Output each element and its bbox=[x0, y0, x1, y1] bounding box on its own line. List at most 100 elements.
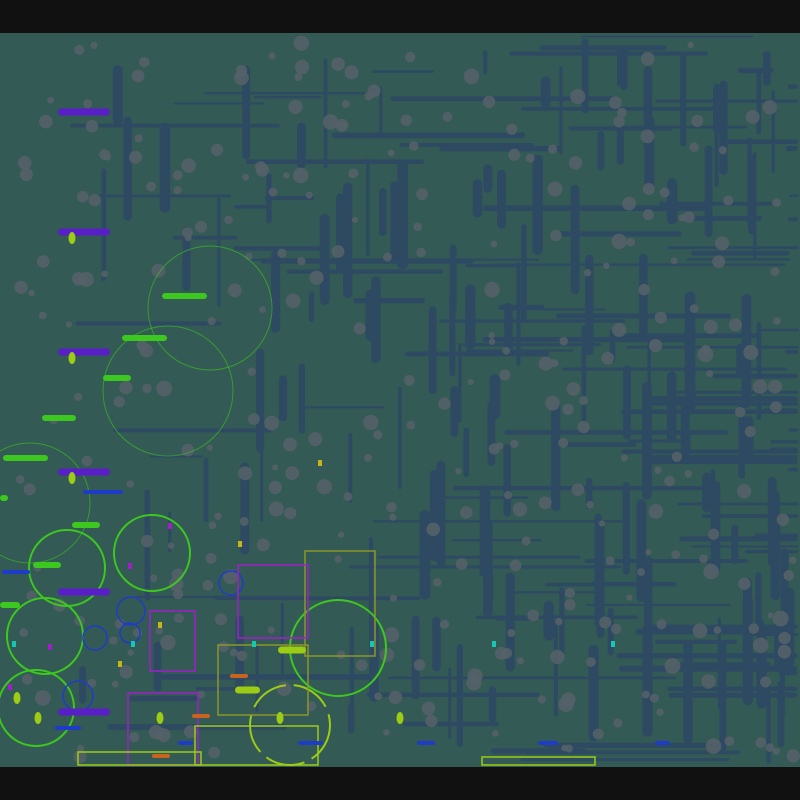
zone-rectangle bbox=[304, 550, 376, 657]
obstacle-dot bbox=[735, 406, 746, 418]
agent-streak bbox=[0, 495, 8, 501]
agent-streak bbox=[58, 468, 110, 476]
obstacle-dot bbox=[208, 746, 221, 759]
marker-dot bbox=[128, 563, 132, 569]
zone-circle-green bbox=[102, 325, 234, 457]
obstacle-dot bbox=[129, 732, 140, 743]
agent-streak bbox=[42, 415, 76, 421]
obstacle-dot bbox=[718, 146, 727, 155]
obstacle-dot bbox=[76, 190, 89, 203]
obstacle-dot bbox=[413, 222, 423, 232]
obstacle-dot bbox=[426, 522, 441, 537]
obstacle-dot bbox=[322, 114, 339, 130]
obstacle-dot bbox=[715, 236, 730, 251]
obstacle-dot bbox=[160, 634, 176, 651]
obstacle-dot bbox=[778, 631, 791, 645]
obstacle-dot bbox=[47, 96, 55, 104]
obstacle-dot bbox=[99, 149, 111, 161]
obstacle-dot bbox=[26, 590, 37, 601]
obstacle-dot bbox=[788, 556, 797, 564]
obstacle-dot bbox=[306, 701, 317, 712]
obstacle-dot bbox=[438, 397, 451, 410]
agent-blob bbox=[156, 712, 164, 724]
obstacle-dot bbox=[277, 248, 287, 258]
obstacle-dot bbox=[139, 56, 150, 68]
obstacle-dot bbox=[413, 659, 426, 671]
obstacle-dot bbox=[755, 737, 767, 748]
agent-streak bbox=[0, 602, 20, 608]
zone-circle-green bbox=[147, 245, 273, 371]
obstacle-dot bbox=[197, 690, 205, 699]
obstacle-dot bbox=[309, 270, 324, 285]
obstacle-dot bbox=[592, 728, 604, 740]
agent-streak bbox=[58, 588, 110, 596]
obstacle-dot bbox=[336, 650, 346, 660]
obstacle-dot bbox=[373, 430, 383, 440]
marker-dot bbox=[12, 641, 16, 647]
obstacle-dot bbox=[642, 209, 654, 221]
obstacle-dot bbox=[297, 256, 306, 266]
obstacle-dot bbox=[264, 415, 280, 431]
agent-blob bbox=[13, 692, 21, 704]
obstacle-dot bbox=[208, 521, 217, 530]
obstacle-dot bbox=[488, 332, 495, 339]
obstacle-dot bbox=[608, 96, 622, 110]
obstacle-dot bbox=[499, 369, 511, 381]
obstacle-dot bbox=[294, 59, 310, 75]
obstacle-dot bbox=[119, 380, 133, 395]
grid-lines-layer bbox=[70, 35, 799, 764]
zone-circle-green bbox=[0, 669, 75, 747]
obstacle-dot bbox=[409, 141, 419, 151]
obstacle-dot bbox=[386, 501, 397, 513]
obstacle-dot bbox=[638, 283, 650, 296]
obstacle-dot bbox=[140, 534, 154, 548]
obstacle-dot bbox=[745, 109, 760, 124]
obstacle-dot bbox=[550, 229, 562, 242]
obstacle-dot bbox=[599, 616, 612, 629]
obstacle-dot bbox=[19, 168, 33, 182]
obstacle-dot bbox=[416, 188, 428, 201]
obstacle-dot bbox=[206, 444, 213, 451]
obstacle-dot bbox=[405, 51, 416, 63]
obstacle-dot bbox=[538, 356, 553, 371]
obstacle-dot bbox=[786, 749, 800, 763]
obstacle-dot bbox=[689, 142, 700, 153]
obstacle-dot bbox=[308, 432, 323, 447]
obstacle-dot bbox=[111, 680, 119, 688]
game-scene[interactable] bbox=[0, 33, 800, 767]
obstacle-dot bbox=[224, 215, 233, 225]
zone-circle-green bbox=[113, 514, 191, 592]
obstacle-dot bbox=[656, 708, 664, 716]
obstacle-dot bbox=[703, 319, 718, 334]
obstacle-dot bbox=[195, 220, 208, 233]
obstacle-dot bbox=[119, 665, 133, 679]
obstacle-dot bbox=[387, 149, 395, 157]
obstacle-dot bbox=[331, 245, 345, 258]
zone-circle-blue bbox=[119, 622, 141, 644]
obstacle-dot bbox=[564, 598, 576, 611]
obstacle-dot bbox=[156, 380, 173, 397]
obstacle-dot bbox=[728, 318, 743, 332]
obstacle-dot bbox=[23, 483, 36, 496]
obstacle-dot bbox=[783, 570, 795, 581]
marker-dot bbox=[370, 641, 374, 647]
obstacle-dot bbox=[455, 558, 468, 570]
obstacle-dot bbox=[613, 115, 625, 128]
obstacle-dot bbox=[671, 550, 681, 560]
obstacle-dot bbox=[389, 513, 397, 521]
obstacle-dot bbox=[421, 701, 436, 716]
obstacle-dot bbox=[538, 496, 552, 510]
obstacle-dot bbox=[491, 730, 499, 737]
obstacle-dot bbox=[664, 475, 675, 487]
obstacle-dot bbox=[283, 172, 290, 179]
obstacle-dot bbox=[65, 321, 73, 328]
obstacle-dot bbox=[343, 491, 353, 502]
obstacle-dot bbox=[236, 650, 248, 662]
agent-streak bbox=[83, 490, 123, 494]
zone-circle-blue bbox=[82, 625, 108, 651]
obstacle-dot bbox=[558, 696, 574, 713]
obstacle-dot bbox=[14, 280, 28, 294]
agent-streak bbox=[2, 570, 30, 574]
obstacle-dot bbox=[737, 484, 752, 499]
